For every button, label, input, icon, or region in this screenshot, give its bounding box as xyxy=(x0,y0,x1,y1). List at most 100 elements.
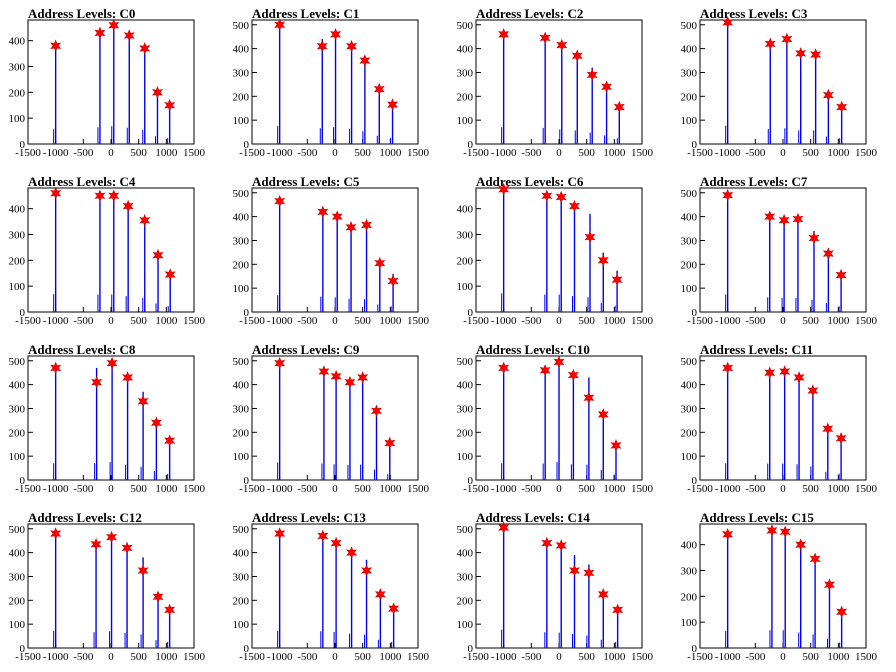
peak-marker xyxy=(569,199,580,213)
peak-marker xyxy=(808,231,820,245)
x-tick-label: 1000 xyxy=(827,315,850,327)
y-tick-label: 0 xyxy=(692,475,698,487)
panel-title: Address Levels: C5 xyxy=(252,174,360,189)
x-tick-label: -500 xyxy=(521,147,542,159)
x-tick-label: 1000 xyxy=(603,315,626,327)
x-tick-label: 0 xyxy=(332,651,338,663)
x-tick-label: -500 xyxy=(297,147,318,159)
x-tick-label: -1000 xyxy=(491,315,517,327)
peak-marker xyxy=(330,28,342,41)
peak-marker xyxy=(498,28,510,41)
x-tick-label: 500 xyxy=(130,483,147,495)
peak-marker xyxy=(824,578,835,592)
x-tick-label: 0 xyxy=(780,315,786,327)
x-tick-label: 1000 xyxy=(379,483,402,495)
peak-marker xyxy=(597,254,609,267)
x-tick-label: 1000 xyxy=(827,147,850,159)
panel-title: Address Levels: C13 xyxy=(252,510,366,525)
y-tick-label: 400 xyxy=(457,548,474,560)
panel-9: Address Levels: C90100200300400500-1500-… xyxy=(233,342,430,495)
x-tick-label: 0 xyxy=(108,483,114,495)
panel-12: Address Levels: C12 0 100 200 300 400 500 -1500… xyxy=(9,510,206,663)
peak-marker xyxy=(781,32,793,46)
x-tick-label: 0 xyxy=(556,315,562,327)
peak-marker xyxy=(274,356,286,370)
peak-marker xyxy=(359,54,371,67)
peak-marker xyxy=(122,371,134,384)
y-tick-label: 500 xyxy=(233,524,250,536)
peak-marker xyxy=(50,361,62,375)
peak-marker xyxy=(795,47,807,60)
peak-marker xyxy=(792,212,804,226)
y-tick-label: 500 xyxy=(681,20,698,32)
peak-marker xyxy=(836,100,848,114)
x-tick-label: 1500 xyxy=(631,651,654,663)
x-tick-label: 1500 xyxy=(183,651,206,663)
peak-marker xyxy=(795,538,807,551)
x-tick-label: -1500 xyxy=(687,147,713,159)
x-tick-label: -1000 xyxy=(267,315,293,327)
y-tick-label: 400 xyxy=(233,212,250,224)
x-tick-label: 500 xyxy=(802,147,819,159)
x-tick-label: 500 xyxy=(802,651,819,663)
y-tick-label: 300 xyxy=(457,571,474,583)
x-tick-label: -500 xyxy=(297,315,318,327)
peak-marker xyxy=(106,530,118,544)
peak-marker xyxy=(50,186,62,200)
y-tick-label: 400 xyxy=(457,44,474,56)
x-tick-label: 1500 xyxy=(855,315,878,327)
peak-marker xyxy=(601,80,613,94)
peak-marker xyxy=(807,384,819,397)
y-tick-label: 200 xyxy=(681,91,698,103)
panel-0: Address Levels: C0 0 100 200 300 400 -1500 -100… xyxy=(9,6,206,159)
panel-14: Address Levels: C14 0 100 200 300 400 500 -1500… xyxy=(457,510,654,663)
peak-marker xyxy=(274,18,286,32)
peak-marker xyxy=(94,189,106,203)
x-tick-label: -1500 xyxy=(463,315,489,327)
y-tick-label: 400 xyxy=(9,36,26,48)
panel-title: Address Levels: C0 xyxy=(28,6,135,21)
peak-marker xyxy=(569,564,580,577)
peak-marker xyxy=(346,546,358,559)
y-tick-label: 200 xyxy=(9,427,26,439)
y-tick-label: 0 xyxy=(468,307,474,319)
y-tick-label: 300 xyxy=(681,235,698,247)
peak-marker xyxy=(567,368,579,382)
x-tick-label: -1500 xyxy=(15,483,41,495)
x-tick-label: -1000 xyxy=(715,315,741,327)
y-tick-label: 200 xyxy=(681,427,698,439)
peak-marker xyxy=(583,391,595,405)
peak-marker xyxy=(779,525,791,539)
panel-11: Address Levels: C11 0 100 200 300 400 500 -1500… xyxy=(681,342,878,495)
y-tick-label: 200 xyxy=(9,87,26,99)
x-tick-label: 500 xyxy=(578,147,595,159)
x-tick-label: 1500 xyxy=(407,483,430,495)
y-tick-label: 400 xyxy=(9,548,26,560)
peak-marker xyxy=(91,375,103,389)
x-tick-label: 0 xyxy=(556,483,562,495)
y-tick-label: 300 xyxy=(233,403,250,415)
x-tick-label: -1500 xyxy=(463,651,489,663)
x-tick-label: 0 xyxy=(780,483,786,495)
y-tick-label: 400 xyxy=(681,44,698,56)
peak-marker xyxy=(778,213,790,227)
x-tick-label: 1000 xyxy=(155,483,178,495)
panel-8: Address Levels: C80100200300400500-1500-… xyxy=(9,342,206,495)
x-tick-label: -1500 xyxy=(15,651,41,663)
x-tick-label: -1000 xyxy=(267,483,293,495)
x-tick-label: -1000 xyxy=(491,483,517,495)
x-tick-label: 1500 xyxy=(407,147,430,159)
y-tick-label: 100 xyxy=(681,115,698,127)
peak-marker xyxy=(583,566,595,580)
peak-marker xyxy=(318,365,330,378)
y-tick-label: 100 xyxy=(457,281,474,293)
panel-13: Address Levels: C13 0 100 200 300 400 500 -1500… xyxy=(233,510,430,663)
panel-4: Address Levels: C4 0 100 200 300 400 -1500 -100… xyxy=(9,174,206,327)
panel-7: Address Levels: C70100200300400500-1500-… xyxy=(681,174,878,327)
peak-marker xyxy=(612,603,624,617)
peak-marker xyxy=(584,230,596,244)
y-tick-label: 300 xyxy=(457,67,474,79)
x-tick-label: 500 xyxy=(130,315,147,327)
x-tick-label: 500 xyxy=(578,483,595,495)
y-tick-label: 100 xyxy=(233,283,250,295)
